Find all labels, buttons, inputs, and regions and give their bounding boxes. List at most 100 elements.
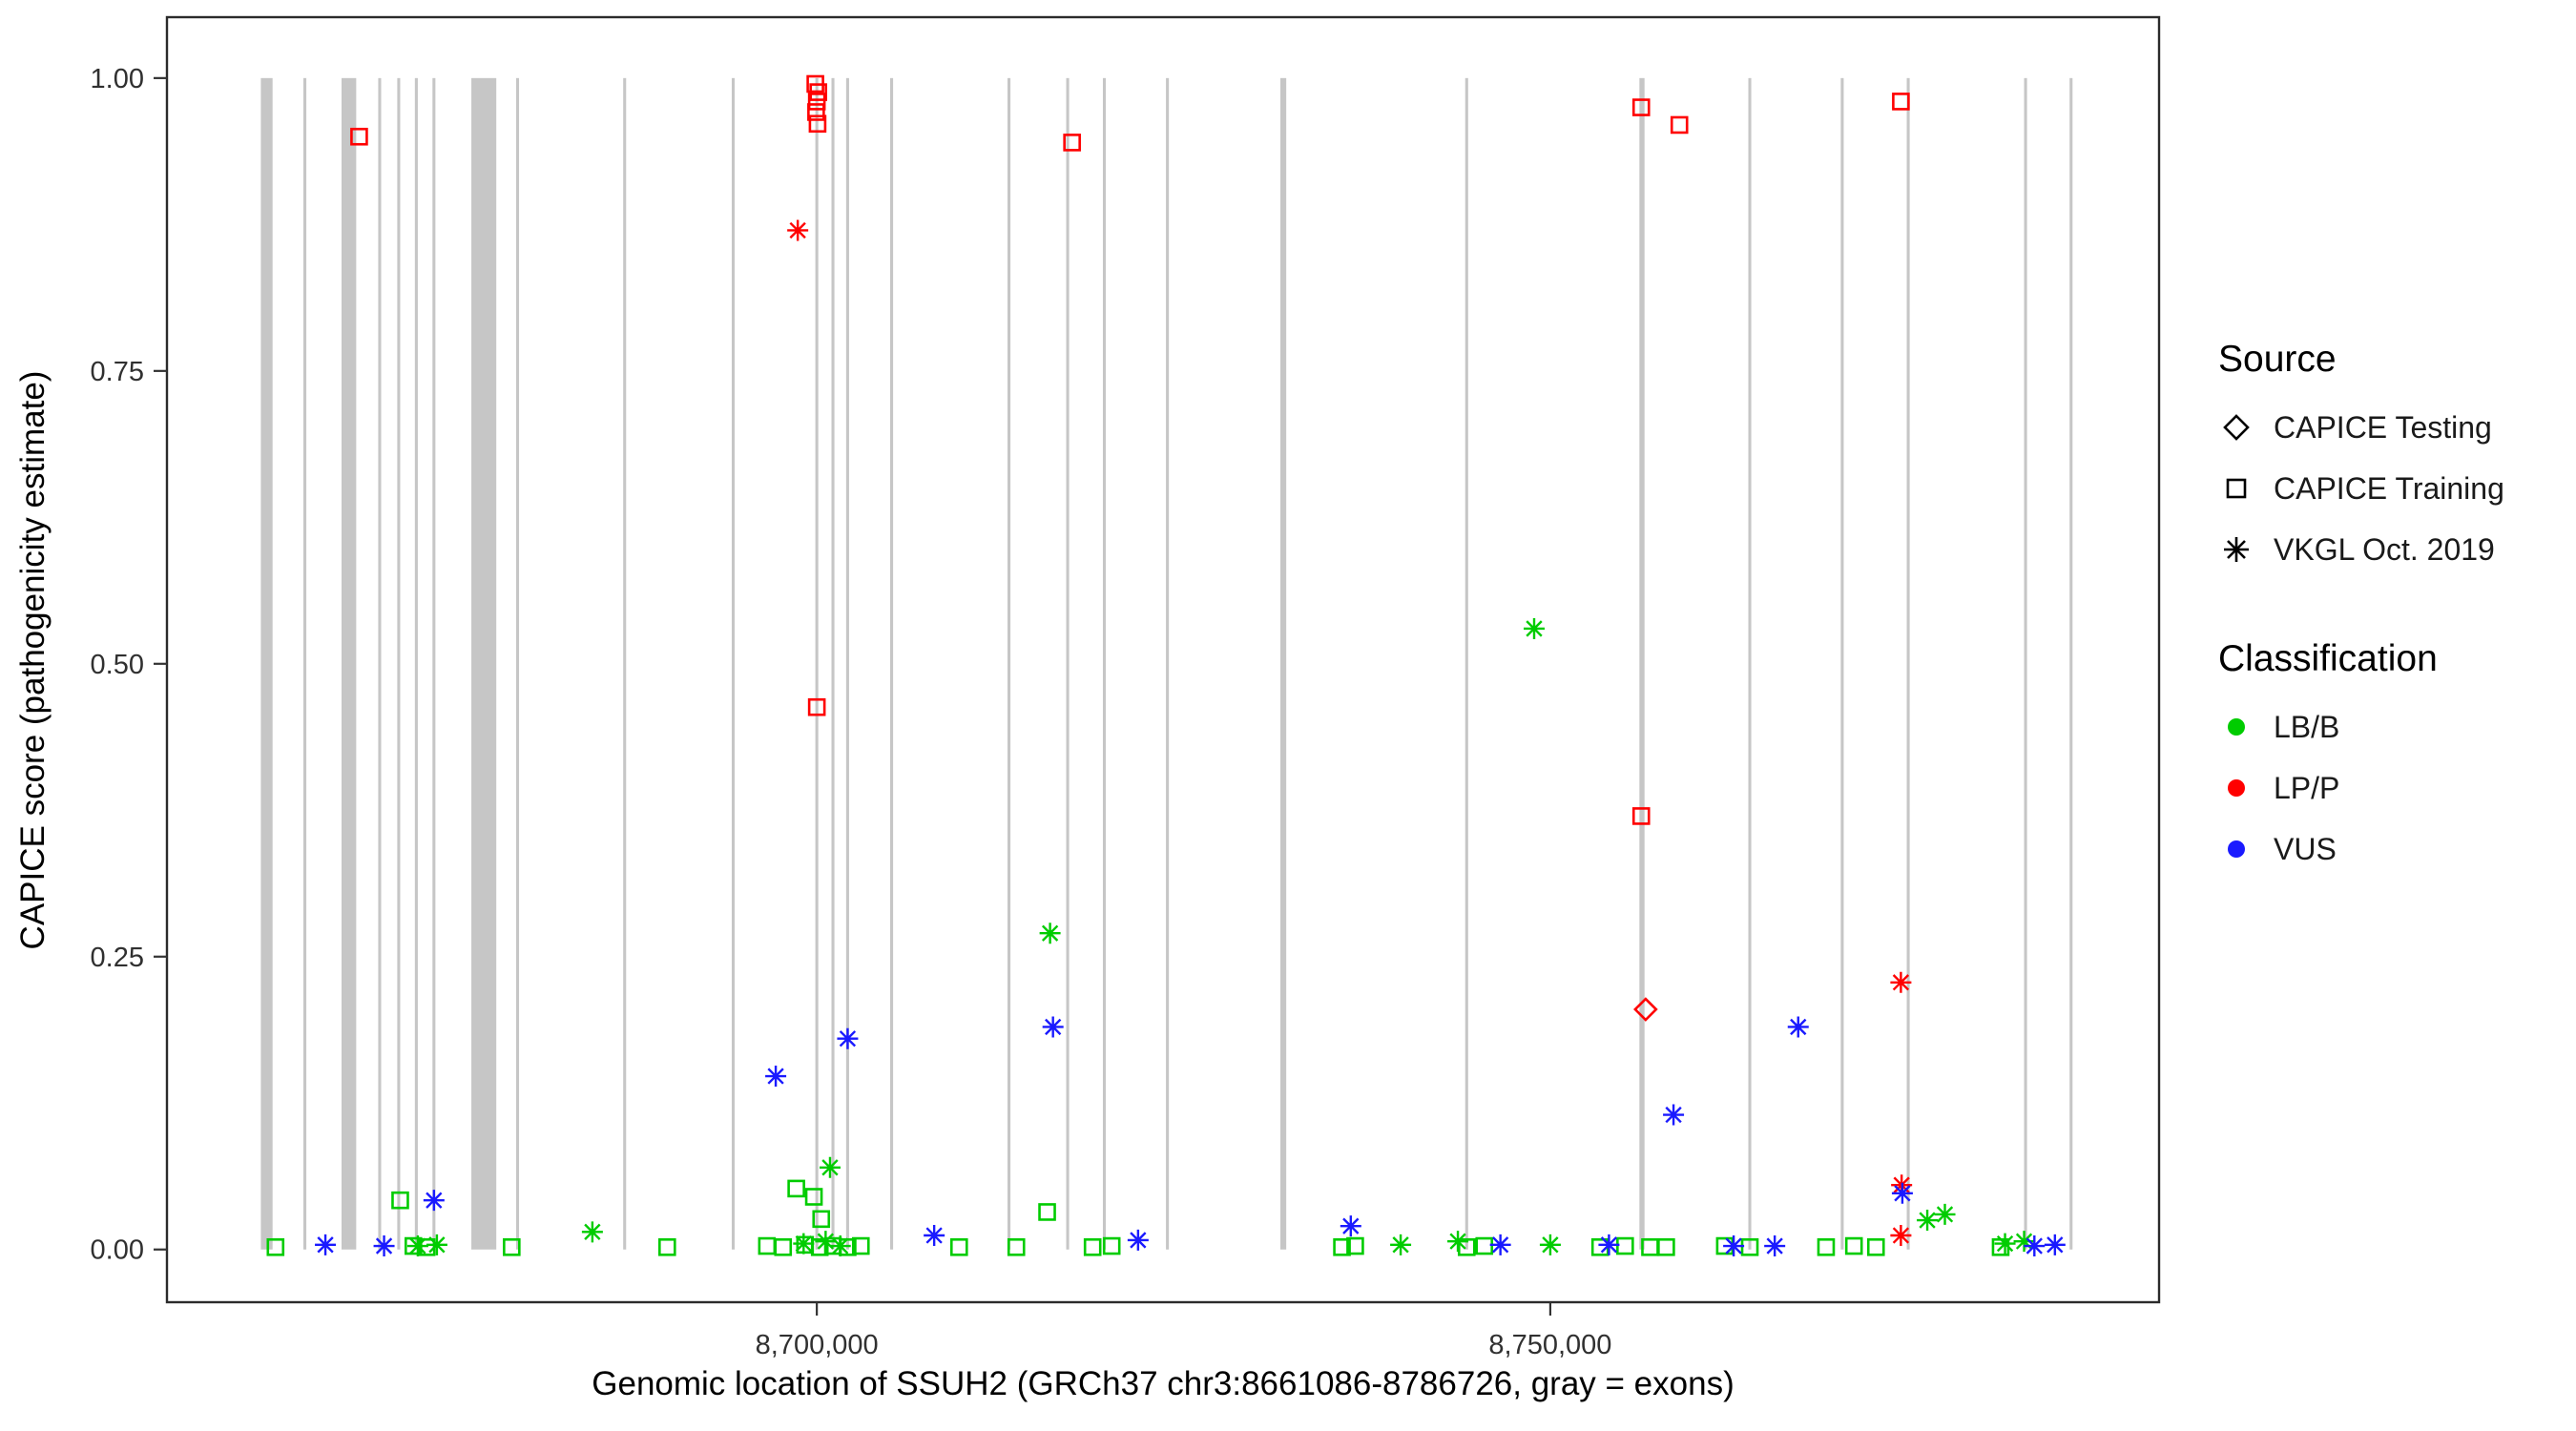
data-points-layer bbox=[266, 74, 2066, 1257]
point-square bbox=[1844, 1236, 1863, 1255]
point-square bbox=[812, 1210, 831, 1229]
asterisk-icon bbox=[2224, 537, 2249, 562]
point-square bbox=[503, 1237, 521, 1256]
legend-label-vus: VUS bbox=[2274, 831, 2337, 866]
exon-bar bbox=[341, 77, 357, 1250]
y-tick-label: 1.00 bbox=[91, 64, 144, 94]
exon-bar bbox=[2069, 77, 2073, 1250]
square-icon bbox=[2226, 478, 2247, 499]
y-tick-label: 0.25 bbox=[91, 943, 144, 973]
exon-bar bbox=[414, 77, 418, 1250]
point-asterisk bbox=[1390, 1234, 1412, 1255]
point-square bbox=[807, 697, 826, 716]
legend-label-lpp: LP/P bbox=[2274, 770, 2340, 805]
point-asterisk bbox=[1994, 1233, 2016, 1255]
point-asterisk bbox=[2024, 1235, 2046, 1257]
point-square bbox=[658, 1237, 676, 1256]
exon-bar bbox=[1840, 77, 1844, 1250]
point-asterisk bbox=[1890, 1225, 1912, 1247]
point-square bbox=[1346, 1236, 1364, 1255]
red-dot-icon bbox=[2228, 779, 2245, 797]
point-square bbox=[1038, 1203, 1056, 1221]
exon-bar bbox=[1465, 77, 1468, 1250]
point-asterisk bbox=[1787, 1016, 1809, 1038]
point-square bbox=[1631, 807, 1651, 825]
point-square bbox=[1866, 1237, 1885, 1256]
point-square bbox=[851, 1236, 870, 1255]
point-asterisk bbox=[2013, 1231, 2035, 1253]
legend-item-capice-training: CAPICE Training bbox=[2218, 470, 2504, 507]
exon-bar bbox=[1166, 77, 1170, 1250]
exon-bar bbox=[471, 77, 497, 1250]
point-square bbox=[810, 1237, 829, 1256]
exon-bar bbox=[1066, 77, 1070, 1250]
exon-bar bbox=[397, 77, 401, 1250]
point-square bbox=[1991, 1237, 2010, 1256]
point-asterisk bbox=[1340, 1215, 1361, 1237]
point-square bbox=[405, 1236, 423, 1255]
point-square bbox=[808, 114, 827, 134]
point-asterisk bbox=[1042, 1016, 1064, 1038]
point-square bbox=[417, 1237, 436, 1256]
exon-bar bbox=[731, 77, 736, 1250]
exon-bar bbox=[1102, 77, 1107, 1250]
point-square bbox=[1616, 1236, 1634, 1255]
legend-item-capice-testing: CAPICE Testing bbox=[2218, 409, 2504, 446]
point-asterisk bbox=[426, 1234, 447, 1255]
point-square bbox=[1457, 1237, 1476, 1256]
legend-source-title: Source bbox=[2218, 339, 2337, 380]
exon-bar bbox=[260, 77, 273, 1250]
point-square bbox=[1333, 1237, 1351, 1256]
point-square bbox=[1670, 115, 1689, 135]
point-square bbox=[391, 1191, 409, 1210]
exon-bar bbox=[831, 77, 835, 1250]
point-square bbox=[266, 1237, 285, 1256]
point-asterisk bbox=[1764, 1235, 1786, 1257]
point-square bbox=[807, 93, 826, 111]
point-square bbox=[350, 127, 368, 146]
point-asterisk bbox=[1934, 1203, 1956, 1225]
exon-bar bbox=[1008, 77, 1011, 1250]
legend-item-lbb: LB/B bbox=[2218, 709, 2504, 745]
exon-bar bbox=[1906, 77, 1910, 1250]
point-square bbox=[1817, 1237, 1836, 1256]
point-square bbox=[804, 1188, 823, 1206]
legend-item-lpp: LP/P bbox=[2218, 770, 2504, 806]
point-square bbox=[1063, 134, 1081, 152]
point-asterisk bbox=[1127, 1229, 1149, 1251]
point-asterisk bbox=[373, 1235, 395, 1257]
y-axis-title: CAPICE score (pathogenicity estimate) bbox=[14, 371, 52, 950]
legend-label-capice-testing: CAPICE Testing bbox=[2274, 409, 2492, 445]
x-tick-label: 8,750,000 bbox=[1488, 1330, 1611, 1360]
y-tick-label: 0.50 bbox=[91, 650, 144, 680]
legend-item-vkgl: VKGL Oct. 2019 bbox=[2218, 531, 2504, 568]
point-asterisk bbox=[1539, 1234, 1561, 1255]
point-asterisk bbox=[1663, 1104, 1685, 1126]
point-square bbox=[1892, 93, 1910, 111]
exon-bar bbox=[378, 77, 382, 1250]
point-asterisk bbox=[1039, 923, 1061, 944]
point-square bbox=[1641, 1237, 1659, 1256]
point-diamond bbox=[1633, 997, 1658, 1022]
point-square bbox=[1657, 1237, 1675, 1256]
point-square bbox=[1740, 1237, 1759, 1256]
exon-bar bbox=[515, 77, 520, 1250]
plot-panel-border bbox=[165, 15, 2161, 1304]
x-tick-label: 8,700,000 bbox=[756, 1330, 879, 1360]
exon-bar bbox=[1639, 77, 1645, 1250]
y-tick-label: 0.75 bbox=[91, 357, 144, 387]
point-square bbox=[809, 83, 827, 101]
legend-label-capice-training: CAPICE Training bbox=[2274, 470, 2504, 506]
legend-item-vus: VUS bbox=[2218, 831, 2504, 867]
exon-bar bbox=[432, 77, 436, 1250]
point-asterisk bbox=[1891, 1182, 1913, 1204]
point-asterisk bbox=[793, 1233, 815, 1255]
point-asterisk bbox=[787, 219, 809, 241]
point-asterisk bbox=[1524, 617, 1545, 639]
exon-bar bbox=[890, 77, 894, 1250]
green-dot-icon bbox=[2228, 718, 2245, 736]
point-asterisk bbox=[765, 1066, 787, 1088]
point-square bbox=[949, 1237, 968, 1256]
diamond-icon bbox=[2223, 414, 2250, 441]
